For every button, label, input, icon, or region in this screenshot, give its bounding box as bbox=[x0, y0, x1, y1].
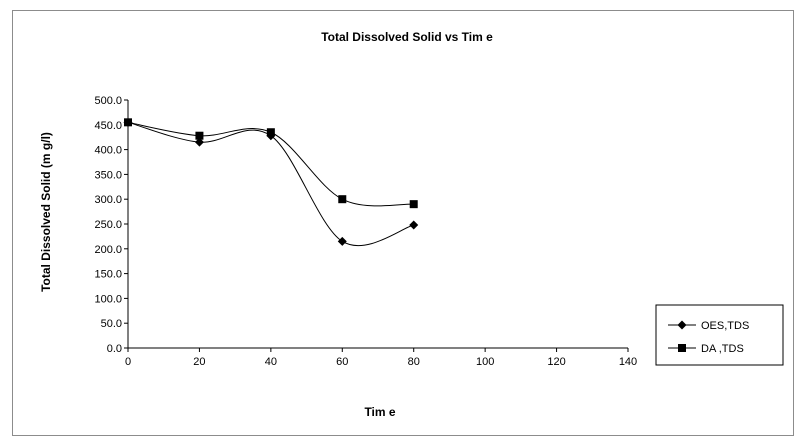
x-tick-label: 20 bbox=[193, 356, 205, 368]
x-tick-label: 80 bbox=[408, 356, 420, 368]
legend-marker bbox=[677, 320, 687, 330]
legend-item-1: OES,TDS bbox=[668, 320, 749, 332]
data-point bbox=[409, 200, 418, 209]
series-line bbox=[127, 121, 414, 247]
x-tick-label: 100 bbox=[476, 356, 494, 368]
y-ticks: 0.0 50.0 100.0 150.0 200.0 250.0 300.0 350.0 400… bbox=[94, 95, 128, 355]
chart-title: Total Dissolved Solid vs Tim e bbox=[321, 30, 493, 44]
y-tick-label: 150.0 bbox=[94, 269, 122, 281]
y-tick-label: 200.0 bbox=[94, 244, 122, 256]
series-2 bbox=[124, 118, 418, 209]
data-point bbox=[195, 131, 204, 140]
x-tick-label: 120 bbox=[547, 356, 565, 368]
y-tick-label: 450.0 bbox=[94, 120, 122, 132]
data-point bbox=[266, 128, 275, 137]
legend-item-2: DA ,TDS bbox=[668, 343, 744, 355]
y-tick-label: 0.0 bbox=[107, 343, 122, 355]
x-tick-label: 60 bbox=[336, 356, 348, 368]
x-tick-label: 140 bbox=[619, 356, 637, 368]
y-tick-label: 300.0 bbox=[94, 194, 122, 206]
legend-label: OES,TDS bbox=[701, 320, 749, 332]
y-axis-label: Total Dissolved Solid (m g/l) bbox=[39, 132, 53, 292]
x-tick-label: 0 bbox=[125, 356, 131, 368]
x-tick-label: 40 bbox=[265, 356, 277, 368]
legend: OES,TDS DA ,TDS bbox=[655, 304, 784, 366]
data-point bbox=[337, 236, 347, 246]
y-tick-label: 500.0 bbox=[94, 95, 122, 107]
y-tick-label: 350.0 bbox=[94, 169, 122, 181]
legend-label: DA ,TDS bbox=[701, 343, 744, 355]
legend-marker bbox=[678, 344, 686, 352]
series-1 bbox=[123, 117, 419, 247]
y-tick-label: 250.0 bbox=[94, 219, 122, 231]
data-point bbox=[124, 118, 132, 127]
data-point bbox=[409, 220, 419, 230]
series-layer bbox=[123, 117, 419, 247]
y-tick-label: 100.0 bbox=[94, 293, 122, 305]
x-axis-label: Tim e bbox=[364, 405, 395, 419]
x-ticks: 0 20 40 60 80 100 120 140 bbox=[125, 348, 637, 368]
y-tick-label: 50.0 bbox=[101, 318, 122, 330]
data-point bbox=[194, 137, 204, 147]
y-tick-label: 400.0 bbox=[94, 145, 122, 157]
data-point bbox=[338, 195, 347, 204]
legend-box bbox=[655, 304, 784, 366]
